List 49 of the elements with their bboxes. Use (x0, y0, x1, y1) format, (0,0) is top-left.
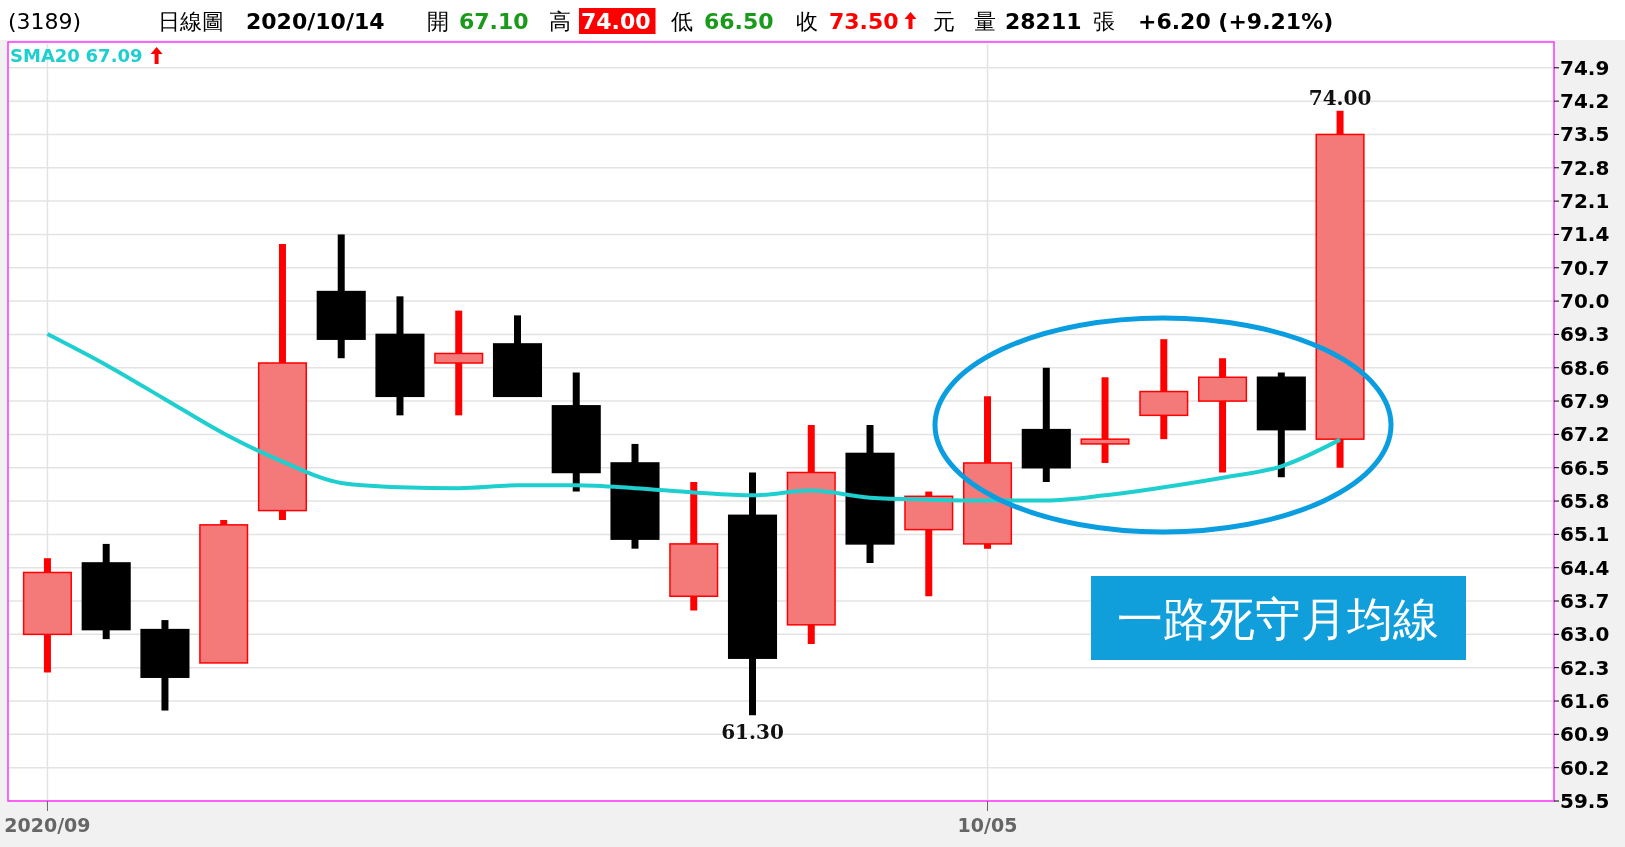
y-tick-label: 60.2 (1560, 755, 1610, 780)
y-tick-label: 64.4 (1560, 555, 1610, 580)
y-tick-label: 63.7 (1560, 589, 1610, 614)
y-tick-label: 73.5 (1560, 122, 1610, 147)
text: 2020/10/14 (246, 9, 385, 34)
annotation: 61.30 (721, 720, 784, 745)
y-tick-label: 68.6 (1560, 355, 1610, 380)
text: 高 (549, 9, 571, 34)
y-tick-label: 67.2 (1560, 422, 1610, 447)
y-tick-label: 62.3 (1560, 655, 1610, 680)
y-tick-label: 65.8 (1560, 489, 1610, 514)
annotation: 74.00 (1308, 85, 1372, 110)
y-tick-label: 61.6 (1560, 689, 1610, 714)
text: 67.10 (459, 9, 529, 34)
text: 張 (1093, 9, 1115, 34)
annotation: 一路死守月均線 (1117, 591, 1439, 646)
text: 收 (796, 9, 818, 34)
text: 73.50 (829, 9, 899, 34)
y-tick-label: 70.0 (1560, 289, 1610, 314)
y-tick-label: 65.1 (1560, 522, 1610, 547)
text: 量 (974, 9, 996, 34)
candlestick (1080, 377, 1130, 463)
y-tick-label: 70.7 (1560, 255, 1610, 280)
text: 66.50 (704, 9, 774, 34)
y-tick-label: 67.9 (1560, 389, 1610, 414)
text: +6.20 (+9.21%) (1138, 9, 1334, 34)
y-tick-label: 69.3 (1560, 322, 1610, 347)
y-tick-label: 60.9 (1560, 722, 1610, 747)
line-series (45, 331, 1343, 503)
y-tick-label: 59.5 (1560, 789, 1610, 813)
y-tick-label: 71.4 (1560, 222, 1610, 247)
annotation: 67.09 (85, 45, 143, 66)
y-tick-label: 72.1 (1560, 189, 1610, 214)
y-tick-label: 63.0 (1560, 622, 1610, 647)
text: (3189) (8, 9, 82, 34)
text: 日線圖 (158, 9, 224, 34)
x-tick-label: 10/05 (957, 814, 1018, 836)
y-tick-label: 74.2 (1560, 89, 1610, 114)
text: 低 (671, 9, 693, 34)
y-tick-label: 72.8 (1560, 155, 1610, 180)
candlestick (434, 310, 484, 416)
text: 74.00 (581, 9, 651, 34)
x-tick-label: 2020/09 (4, 814, 91, 836)
y-tick-label: 74.9 (1560, 55, 1610, 80)
y-tick-label: 66.5 (1560, 455, 1610, 480)
text: 28211 (1005, 9, 1082, 34)
text: 開 (427, 9, 449, 34)
text: 元 (933, 9, 955, 34)
text: SMA20 (10, 45, 80, 66)
